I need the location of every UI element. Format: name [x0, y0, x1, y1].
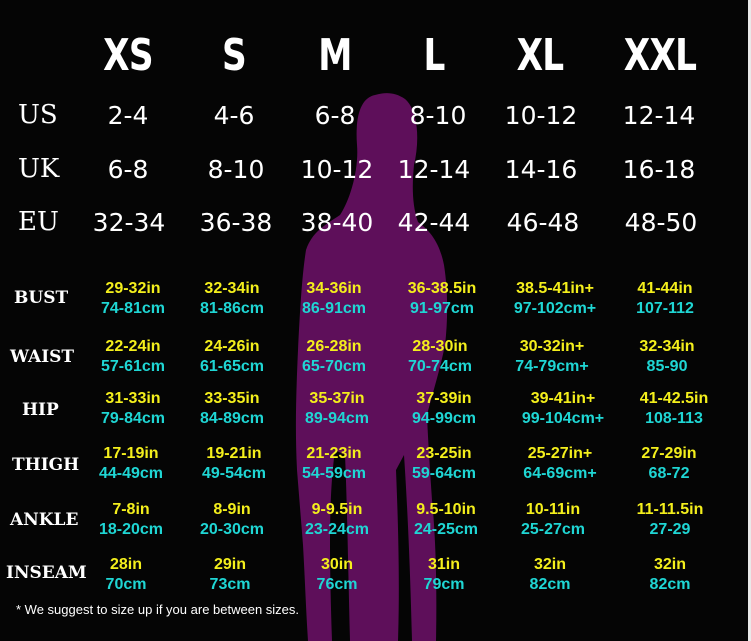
measure-label-hip: HIP: [22, 400, 59, 420]
uk-value: 14-16: [504, 155, 578, 184]
ankle-cell: 8-9in 20-30cm: [199, 501, 265, 538]
size-header-l: L: [423, 30, 445, 81]
inseam-cell: 28in 70cm: [105, 556, 147, 593]
ankle-cell: 11-11.5in 27-29: [636, 501, 704, 538]
measure-label-bust: BUST: [14, 288, 69, 308]
measure-label-waist: WAIST: [10, 347, 75, 367]
ankle-cell: 9.5-10in 24-25cm: [413, 501, 479, 538]
hip-cell: 41-42.5in 108-113: [639, 390, 709, 427]
us-value: 12-14: [622, 101, 696, 130]
ankle-cell: 7-8in 18-20cm: [98, 501, 164, 538]
inseam-cell: 31in 79cm: [423, 556, 465, 593]
inseam-cell: 30in 76cm: [316, 556, 358, 593]
eu-value: 36-38: [199, 208, 273, 237]
us-value: 8-10: [409, 101, 467, 130]
inseam-cell: 29in 73cm: [209, 556, 251, 593]
measure-label-inseam: INSEAM: [6, 563, 87, 583]
right-edge-divider: [748, 0, 751, 641]
waist-cell: 22-24in 57-61cm: [100, 338, 166, 375]
hip-cell: 33-35in 84-89cm: [199, 390, 265, 427]
uk-value: 16-18: [622, 155, 696, 184]
eu-value: 46-48: [506, 208, 580, 237]
bust-cell: 41-44in 107-112: [636, 280, 694, 317]
measure-label-ankle: ANKLE: [10, 510, 79, 530]
size-header-xl: XL: [516, 30, 565, 81]
thigh-cell: 23-25in 59-64cm: [411, 445, 477, 482]
bust-cell: 34-36in 86-91cm: [301, 280, 367, 317]
us-value: 4-6: [213, 101, 255, 130]
uk-value: 12-14: [397, 155, 471, 184]
uk-value: 6-8: [107, 155, 149, 184]
thigh-cell: 25-27in+ 64-69cm+: [523, 445, 597, 482]
uk-value: 10-12: [300, 155, 374, 184]
us-value: 10-12: [504, 101, 578, 130]
bust-cell: 38.5-41in+ 97-102cm+: [513, 280, 597, 317]
inseam-cell: 32in 82cm: [649, 556, 691, 593]
eu-value: 38-40: [300, 208, 374, 237]
thigh-cell: 19-21in 49-54cm: [201, 445, 267, 482]
waist-cell: 28-30in 70-74cm: [407, 338, 473, 375]
waist-cell: 24-26in 61-65cm: [199, 338, 265, 375]
row-label-uk: UK: [18, 154, 60, 184]
us-value: 6-8: [314, 101, 356, 130]
eu-value: 48-50: [624, 208, 698, 237]
inseam-cell: 32in 82cm: [529, 556, 571, 593]
row-label-eu: EU: [18, 207, 59, 237]
row-label-us: US: [18, 100, 58, 130]
eu-value: 42-44: [397, 208, 471, 237]
thigh-cell: 21-23in 54-59cm: [301, 445, 367, 482]
size-header-s: S: [222, 30, 247, 81]
ankle-cell: 10-11in 25-27cm: [520, 501, 586, 538]
waist-cell: 26-28in 65-70cm: [301, 338, 367, 375]
hip-cell: 31-33in 79-84cm: [100, 390, 166, 427]
eu-value: 32-34: [92, 208, 166, 237]
us-value: 2-4: [107, 101, 149, 130]
ankle-cell: 9-9.5in 23-24cm: [304, 501, 370, 538]
bust-cell: 36-38.5in 91-97cm: [407, 280, 477, 317]
hip-cell: 37-39in 94-99cm: [411, 390, 477, 427]
bust-cell: 29-32in 74-81cm: [100, 280, 166, 317]
thigh-cell: 17-19in 44-49cm: [98, 445, 164, 482]
waist-cell: 30-32in+ 74-79cm+: [515, 338, 589, 375]
measure-label-thigh: THIGH: [12, 455, 80, 475]
uk-value: 8-10: [207, 155, 265, 184]
footnote: * We suggest to size up if you are betwe…: [16, 602, 300, 617]
waist-cell: 32-34in 85-90: [639, 338, 695, 375]
size-header-xxl: XXL: [623, 30, 697, 81]
size-header-m: M: [318, 30, 352, 81]
thigh-cell: 27-29in 68-72: [641, 445, 697, 482]
bust-cell: 32-34in 81-86cm: [199, 280, 265, 317]
hip-cell: 39-41in+ 99-104cm+: [521, 390, 605, 427]
hip-cell: 35-37in 89-94cm: [304, 390, 370, 427]
size-header-xs: XS: [103, 30, 153, 81]
